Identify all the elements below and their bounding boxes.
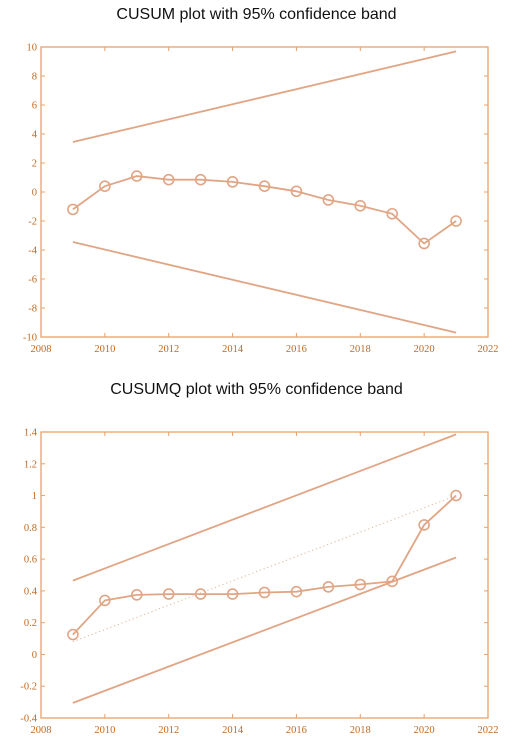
x-tick-label: 2010 [94, 725, 115, 736]
x-tick-label: 2014 [222, 725, 244, 736]
data-point [194, 173, 207, 186]
y-tick-label: -4 [28, 246, 37, 257]
cusumq-chart: -0.4 -0.2 0 0.2 0.4 0.6 0.8 1 1.2 1.4 2008 2010 2012… [20, 428, 499, 737]
y-tick-label: -8 [28, 304, 37, 315]
data-point [130, 589, 143, 601]
series-line-lower-bound [72, 556, 457, 704]
data-point [67, 628, 79, 641]
cusumq-chart-title: CUSUMQ plot with 95% confidence band [110, 381, 403, 398]
x-tick-label: 2012 [158, 725, 179, 736]
data-point [130, 170, 143, 182]
series-line-lower-bound [72, 241, 457, 334]
y-tick-label: 1.4 [24, 428, 38, 439]
y-tick-label: -0.4 [20, 714, 37, 725]
x-tick-label: 2018 [350, 725, 371, 736]
data-point [418, 519, 430, 531]
data-point [67, 203, 79, 216]
data-point [354, 578, 367, 591]
y-tick-label: 10 [27, 43, 38, 54]
data-point [226, 588, 239, 600]
y-tick-label: 1 [32, 491, 37, 502]
data-point [290, 585, 303, 598]
x-tick-label: 2008 [31, 344, 52, 355]
y-tick-label: 6 [32, 101, 37, 112]
plot-frame [40, 431, 489, 719]
x-tick-label: 2022 [478, 344, 499, 355]
data-point [386, 207, 399, 220]
cusum-chart: -10 -8 -6 -4 -2 0 2 4 6 8 10 2008 2010 2012 2014 2016 20… [23, 43, 499, 356]
data-point [450, 215, 462, 227]
y-tick-label: -6 [28, 275, 37, 286]
x-tick-label: 2012 [158, 344, 179, 355]
y-tick-label: -0.2 [20, 682, 37, 693]
series-line-expected [72, 495, 457, 643]
data-point [162, 173, 175, 186]
data-point [322, 581, 335, 593]
x-tick-label: 2016 [286, 344, 307, 355]
x-tick-label: 2018 [350, 344, 371, 355]
plot-frame [40, 46, 489, 338]
y-tick-label: 0.4 [24, 586, 38, 597]
y-tick-label: 1.2 [24, 459, 37, 470]
data-point [194, 588, 207, 600]
data-point [258, 586, 271, 599]
data-point [258, 180, 271, 192]
series-line-upper-bound [72, 50, 457, 143]
data-point [226, 176, 239, 188]
x-tick-label: 2014 [222, 344, 244, 355]
x-tick-label: 2008 [31, 725, 52, 736]
x-tick-label: 2020 [414, 344, 435, 355]
data-point [450, 489, 462, 502]
x-tick-label: 2020 [414, 725, 435, 736]
y-tick-label: 0.6 [24, 555, 37, 566]
y-tick-label: 0 [32, 188, 37, 199]
data-point [99, 594, 111, 607]
x-tick-label: 2016 [286, 725, 307, 736]
y-tick-label: 0 [32, 650, 37, 661]
y-tick-label: 4 [32, 130, 38, 141]
data-point [386, 575, 399, 588]
data-point [354, 199, 367, 212]
x-tick-label: 2010 [94, 344, 115, 355]
series-line-statistic [72, 175, 457, 245]
series-line-upper-bound [72, 433, 457, 582]
data-point [99, 180, 111, 192]
y-tick-label: 0.2 [24, 618, 37, 629]
y-tick-label: -2 [28, 217, 37, 228]
y-tick-label: 8 [32, 72, 37, 83]
data-point [418, 237, 430, 250]
y-tick-label: 0.8 [24, 523, 37, 534]
y-tick-label: 2 [32, 159, 37, 170]
series-line-statistic [72, 494, 457, 636]
cusum-chart-title: CUSUM plot with 95% confidence band [116, 6, 397, 23]
data-point [290, 185, 303, 198]
x-tick-label: 2022 [478, 725, 499, 736]
data-point [162, 588, 175, 600]
y-tick-label: -10 [23, 333, 37, 344]
data-point [322, 194, 335, 206]
